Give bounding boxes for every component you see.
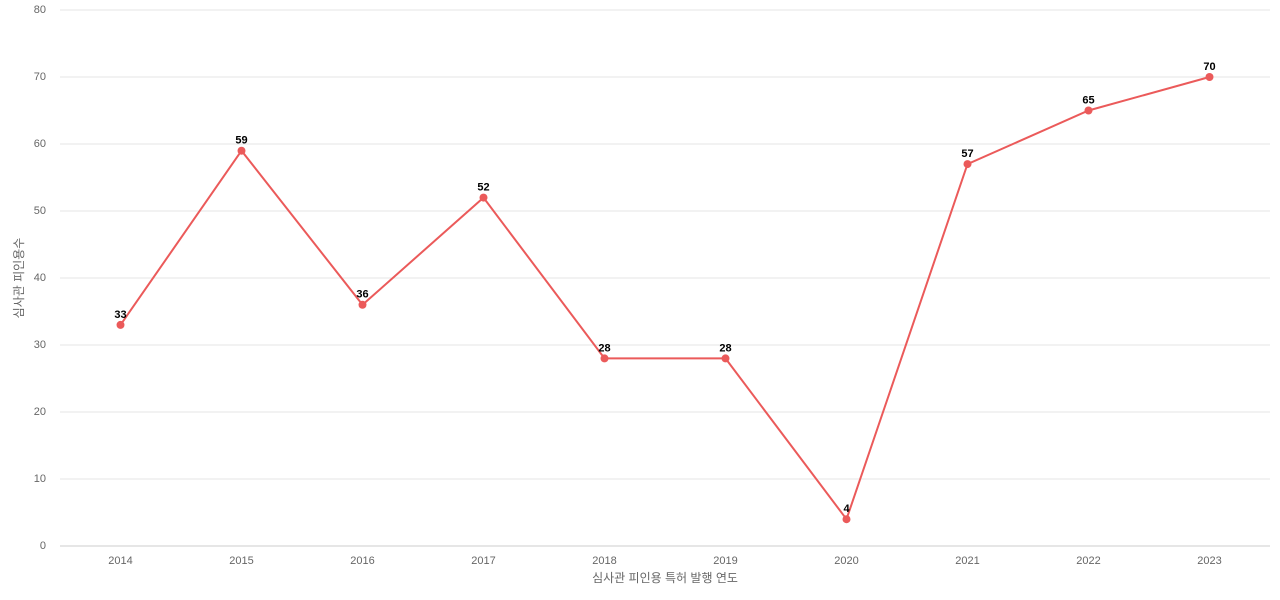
value-label: 52 [477, 182, 489, 194]
value-label: 28 [719, 342, 731, 354]
x-tick-label: 2017 [471, 555, 495, 567]
y-tick-label: 20 [34, 406, 46, 418]
x-tick-label: 2019 [713, 555, 737, 567]
value-label: 36 [356, 289, 368, 301]
x-tick-label: 2014 [108, 555, 132, 567]
y-tick-label: 60 [34, 138, 46, 150]
point [842, 515, 851, 524]
x-tick-label: 2015 [229, 555, 253, 567]
value-label: 65 [1082, 94, 1094, 106]
point [1084, 106, 1093, 115]
value-label: 33 [114, 309, 126, 321]
point [721, 354, 730, 363]
y-tick-label: 0 [40, 540, 46, 552]
x-tick-label: 2018 [592, 555, 616, 567]
line [119, 76, 1210, 522]
x-tick-label: 2022 [1076, 555, 1100, 567]
x-tick-label: 2016 [350, 555, 374, 567]
value-label: 28 [598, 342, 610, 354]
x-tick-label: 2023 [1197, 555, 1221, 567]
point [358, 300, 367, 309]
y-tick-label: 80 [34, 4, 46, 16]
y-tick-label: 10 [34, 473, 46, 485]
point [1205, 73, 1214, 81]
point [237, 146, 246, 155]
value-label: 70 [1203, 61, 1215, 73]
y-tick-label: 30 [34, 339, 46, 351]
value-label: 57 [961, 148, 973, 160]
point [600, 354, 609, 363]
x-tick-label: 2020 [834, 555, 858, 567]
y-tick-label: 50 [34, 205, 46, 217]
value-label: 4 [843, 503, 850, 515]
x-tick-label: 2021 [955, 555, 979, 567]
point [963, 160, 972, 169]
y-tick-label: 70 [34, 71, 46, 83]
y-axis-label: 심사관 피인용수 [12, 238, 26, 319]
y-tick-label: 40 [34, 272, 46, 284]
x-axis-label: 심사관 피인용 특허 발행 연도 [592, 570, 738, 585]
point [116, 320, 125, 329]
value-label: 59 [235, 135, 247, 147]
point [479, 193, 488, 202]
